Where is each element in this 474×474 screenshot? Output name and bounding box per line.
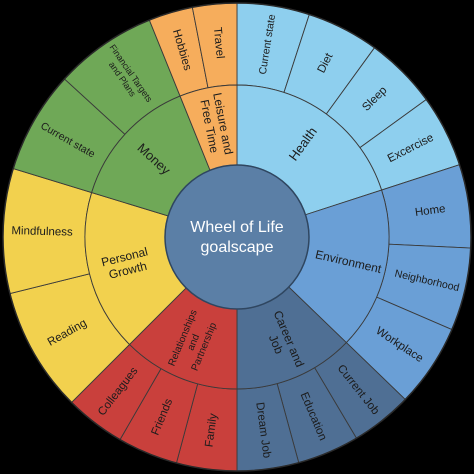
- sub-label-leisure-and-free-time-travel: Travel: [211, 27, 226, 60]
- sub-label-environment-home: Home: [414, 203, 446, 219]
- sector-label-personal-growth: PersonalGrowth: [100, 245, 153, 283]
- center-circle: [164, 164, 310, 310]
- sub-label-relationships-and-partnership-family: Family: [203, 413, 219, 448]
- center-title-line-2: goalscape: [201, 239, 274, 256]
- center-title-line-1: Wheel of Life: [190, 219, 283, 236]
- sub-label-personal-growth-mindfulness: Mindfulness: [11, 225, 73, 239]
